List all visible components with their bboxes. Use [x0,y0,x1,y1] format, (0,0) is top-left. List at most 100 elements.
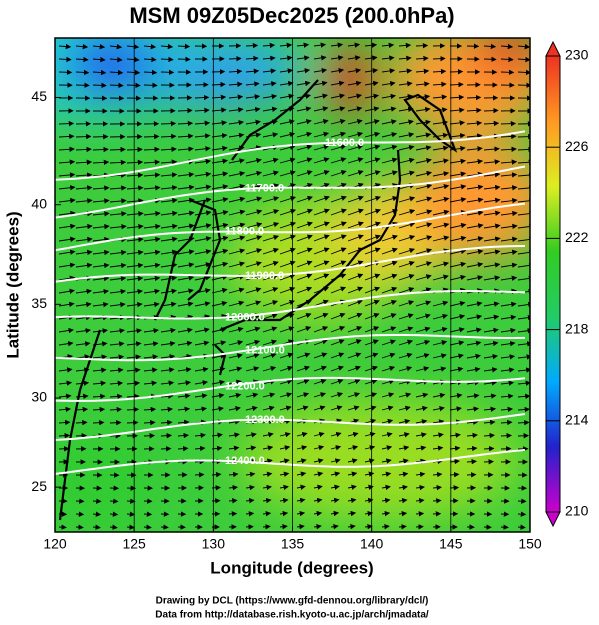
wind-vector [296,379,310,385]
wind-vector [432,158,449,164]
wind-vector [228,498,238,504]
wind-vector [228,235,246,242]
wind-vector [109,511,119,517]
wind-vector [194,107,210,114]
wind-vector [449,248,467,255]
wind-vector [364,431,376,438]
wind-vector [330,118,346,125]
wind-vector [296,260,313,268]
wind-vector [347,208,364,216]
wind-vector [330,273,347,281]
wind-vector [330,497,340,504]
contour-label: 11600.0 [325,137,364,149]
wind-vector [449,340,465,346]
wind-vector [381,418,394,425]
wind-vector [432,132,449,139]
wind-vector [92,419,105,426]
wind-vector [126,354,142,360]
wind-vector [211,171,229,177]
wind-vector [109,328,125,334]
wind-vector [364,157,381,164]
wind-vector [126,236,144,243]
wind-vector [92,249,110,256]
wind-vector [398,471,409,477]
wind-vector [126,82,141,89]
wind-vector [279,497,289,504]
wind-vector [364,273,381,281]
wind-vector [194,184,212,190]
wind-vector [211,145,228,152]
wind-vector [296,93,312,99]
wind-vector [432,171,450,177]
wind-vector [92,406,106,413]
wind-vector [296,286,313,294]
wind-vector [228,353,243,359]
wind-vector [92,275,110,282]
wind-vector [58,327,74,334]
wind-vector [364,144,381,151]
wind-vector [245,366,260,372]
wind-vector [347,42,361,48]
wind-vector [143,367,158,373]
wind-vector [296,119,312,125]
wind-vector [398,445,410,451]
wind-vector [194,210,212,216]
wind-vector [177,301,194,307]
wind-vector [228,406,241,412]
wind-vector [466,393,480,399]
wind-vector [466,419,479,425]
wind-vector [517,301,530,308]
wind-vector [381,510,391,517]
wind-vector [432,183,450,190]
colorbar-tick-label: 222 [565,229,589,245]
wind-vector [228,209,246,216]
wind-vector [160,380,175,386]
wind-vector [364,405,377,411]
wind-vector [483,419,496,426]
wind-vector [177,393,191,399]
wind-vector [75,406,89,413]
wind-vector [364,208,381,216]
wind-vector [211,261,229,268]
colorbar-tick-label: 214 [565,412,589,428]
wind-vector [109,198,127,204]
wind-vector [262,300,279,307]
wind-vector [177,210,195,216]
wind-vector [262,132,279,138]
wind-vector [466,223,484,229]
wind-vector [75,223,93,230]
wind-vector [347,458,358,464]
wind-vector [449,120,466,126]
wind-vector [381,392,395,398]
wind-vector [432,366,447,372]
wind-vector [296,312,312,320]
wind-vector [398,234,416,242]
wind-vector [92,236,110,243]
wind-vector [92,211,110,217]
wind-vector [262,524,271,530]
wind-vector [398,93,414,100]
wind-vector [75,341,91,347]
wind-vector [500,172,518,178]
wind-vector [160,43,174,50]
wind-vector [245,326,261,333]
wind-vector [347,273,364,281]
wind-vector [211,222,229,229]
wind-vector [313,144,330,151]
wind-vector [330,170,347,177]
wind-vector [262,93,278,100]
wind-vector [500,380,515,386]
wind-vector [160,146,177,152]
wind-vector [109,44,123,50]
wind-vector [143,133,160,140]
wind-vector [279,445,291,451]
wind-vector [398,196,416,203]
wind-vector [415,366,430,372]
wind-vector [92,159,110,166]
wind-vector [177,262,195,268]
wind-vector [381,484,391,491]
wind-vector [245,106,261,113]
wind-vector [262,170,279,177]
wind-vector [500,314,517,321]
wind-vector [58,223,76,230]
